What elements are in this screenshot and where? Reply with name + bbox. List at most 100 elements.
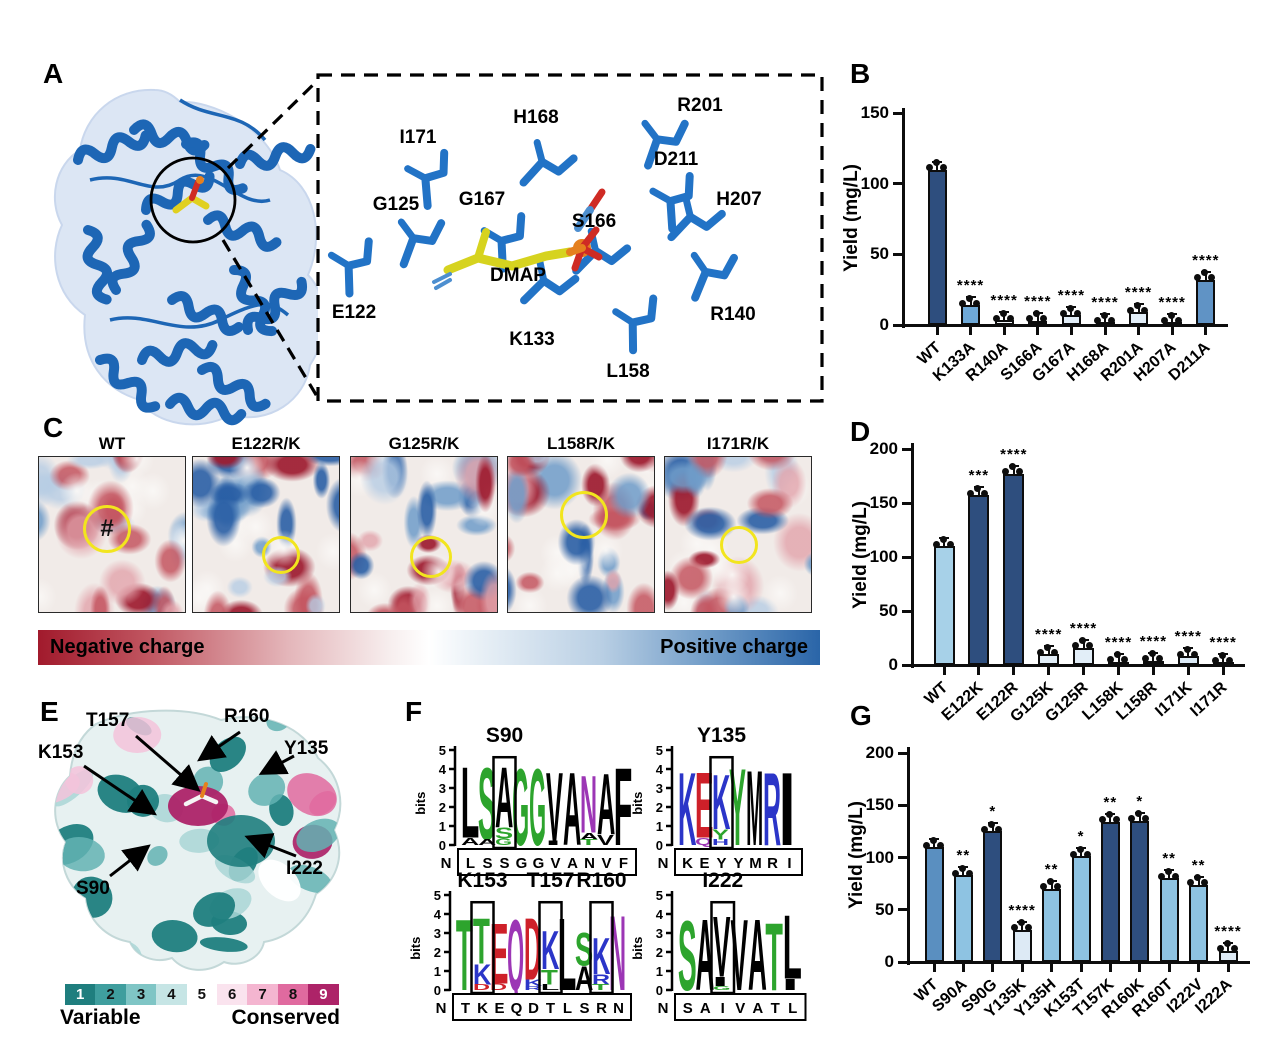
chart-D-bar-I171K xyxy=(1177,656,1199,665)
logo-letter-K: K xyxy=(678,752,696,869)
residue-label-I171: I171 xyxy=(399,127,437,148)
mutation-site-circle xyxy=(560,491,608,539)
chart-G-y-tick xyxy=(898,751,907,755)
stick xyxy=(628,294,658,355)
stick xyxy=(421,148,449,210)
stick-cluster-R201 xyxy=(641,119,689,170)
logo-letter-R: R xyxy=(524,985,542,991)
chart-D-data-point xyxy=(1218,651,1226,659)
helix xyxy=(235,142,316,171)
chart-B-data-point xyxy=(992,314,1000,322)
logo-consensus-letter: F xyxy=(619,855,628,872)
chart-G-data-point xyxy=(1164,867,1172,875)
logo-consensus-letter: Y xyxy=(733,855,743,872)
stick-branch xyxy=(641,119,661,143)
chart-G-x-tick xyxy=(932,963,936,972)
logo-letter-I: I xyxy=(712,974,729,989)
conservation-scale-cell-5: 5 xyxy=(186,984,217,1005)
chart-B-bar-R201A xyxy=(1129,312,1149,325)
chart-B-x-tick xyxy=(1002,326,1006,335)
logo-consensus-letter: K xyxy=(682,855,693,872)
loop xyxy=(89,173,271,204)
chart-B-data-point xyxy=(1073,309,1081,317)
chart-B-data-point xyxy=(1100,311,1108,319)
chart-B-data-point xyxy=(1208,274,1216,282)
chart-D-y-tick-label: 50 xyxy=(879,601,898,620)
residue-label-G125: G125 xyxy=(372,194,420,215)
conservation-scale-cell-3: 3 xyxy=(125,984,157,1005)
chart-B-data-point xyxy=(939,164,947,172)
chart-G-bar-R160K xyxy=(1130,820,1150,962)
chart-D-data-point xyxy=(1107,656,1114,664)
panel-letter-c: C xyxy=(43,412,64,443)
chart-B-significance: **** xyxy=(1091,294,1119,311)
logo-consensus-letter: R xyxy=(596,1000,607,1017)
stick-branch xyxy=(612,308,637,327)
stick-branch xyxy=(397,218,417,242)
protein-ribbons xyxy=(73,98,316,426)
chart-D-x-tick xyxy=(977,666,981,675)
annotation-arrows xyxy=(83,730,297,878)
patch xyxy=(151,920,198,953)
chart-G-y-tick-label: 150 xyxy=(865,795,894,815)
chart-G-data-point xyxy=(1098,816,1106,824)
chart-D-y-tick xyxy=(902,555,911,559)
chart-B-x-axis xyxy=(902,323,1228,327)
bound-ligand xyxy=(172,176,210,214)
chart-G-significance: **** xyxy=(1008,901,1036,919)
chart-B-bar-S166A xyxy=(1028,320,1048,325)
logo-letter-T: T xyxy=(456,899,473,1012)
logo-y-tick-label: 1 xyxy=(434,964,441,979)
chart-D-bar-G125R xyxy=(1073,647,1095,665)
stick-branch xyxy=(404,165,429,182)
chart-D-data-point xyxy=(939,535,947,543)
chart-B-y-axis xyxy=(902,108,905,328)
logo-letter-G: G xyxy=(495,837,512,847)
chart-D-bar-I171R xyxy=(1212,662,1234,666)
chart-B-whisker xyxy=(1204,271,1207,280)
chart-D-bar-L158R xyxy=(1142,660,1164,665)
chart-D-significance: **** xyxy=(1035,626,1063,644)
chart-D-x-tick xyxy=(1186,666,1190,675)
logo-y-tick-label: 3 xyxy=(656,781,663,796)
chart-D-y-axis xyxy=(911,443,914,668)
logo-consensus-letter: S xyxy=(683,1000,693,1017)
residue-label-S166: S166 xyxy=(571,211,617,232)
chart-G-x-axis xyxy=(907,960,1250,964)
chart-D-data-point xyxy=(946,540,954,548)
chart-D-data-point xyxy=(1211,656,1219,664)
chart-D-data-point xyxy=(1114,651,1121,659)
stick xyxy=(519,154,578,187)
logo-consensus-letter: E xyxy=(699,855,709,872)
chart-G-data-point xyxy=(1128,815,1136,823)
chart-G-bar-K153T xyxy=(1071,856,1091,962)
helix xyxy=(129,119,210,156)
panel-letter-f: F xyxy=(405,696,423,727)
chart-D-bar-E122R xyxy=(1003,473,1025,665)
stick-cluster-G125 xyxy=(397,218,446,269)
logo-letter-N: N xyxy=(580,758,597,850)
chart-G-whisker xyxy=(1050,880,1053,889)
chart-B-y-tick xyxy=(893,182,902,186)
chart-G-bar-T157K xyxy=(1100,821,1120,962)
logo-y-tick-label: 5 xyxy=(656,888,663,903)
residue-label-H207: H207 xyxy=(716,189,762,210)
arrow-R160 xyxy=(197,730,241,762)
chart-D-x-tick xyxy=(1082,666,1086,675)
helix-coil xyxy=(129,119,210,156)
logo-letter-T: T xyxy=(580,838,598,847)
chart-G-x-tick xyxy=(1050,963,1054,972)
chart-B-data-point xyxy=(1174,316,1182,324)
stick-cluster-H168 xyxy=(519,138,578,187)
surface-title-I171R/K: I171R/K xyxy=(706,434,770,453)
chart-G-data-point xyxy=(1076,845,1084,853)
chart-D-x-axis xyxy=(911,663,1246,667)
logo-title-S90: S90 xyxy=(486,724,523,747)
chart-G-data-point xyxy=(1171,872,1179,880)
chart-D-x-tick xyxy=(1117,666,1120,675)
site-label-S90: S90 xyxy=(76,878,110,899)
stick-branch xyxy=(536,257,548,285)
chart-D-significance: **** xyxy=(1000,445,1028,463)
